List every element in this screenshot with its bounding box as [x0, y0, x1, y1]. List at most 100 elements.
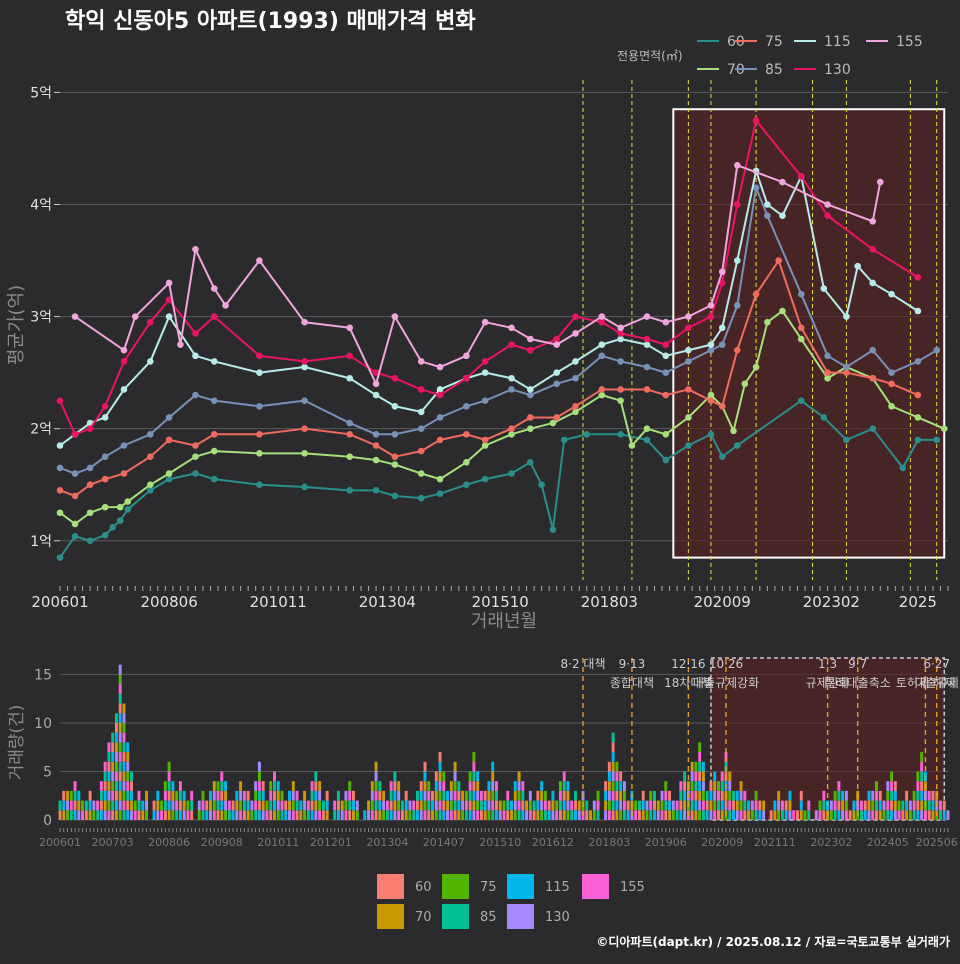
volume-bar-75 [607, 800, 611, 811]
series-point-75 [843, 369, 850, 376]
series-point-155 [733, 161, 741, 169]
series-point-130 [463, 374, 470, 382]
volume-bar-85 [464, 810, 468, 820]
volume-bar-70 [562, 810, 566, 820]
volume-bar-60 [799, 790, 803, 801]
volume-bar-75 [728, 790, 732, 801]
volume-bar-60 [314, 781, 318, 791]
series-point-130 [598, 318, 606, 326]
series-point-155 [256, 257, 263, 264]
volume-bar-115 [126, 810, 130, 820]
volume-bar-70 [288, 800, 291, 811]
volume-bar-115 [468, 810, 472, 820]
series-point-155 [131, 313, 139, 320]
volume-bar-75 [634, 800, 638, 811]
series-point-115 [165, 313, 173, 320]
volume-bar-85 [479, 800, 483, 811]
bar-x-tick-label: 200601 [39, 836, 81, 849]
series-point-75 [417, 447, 425, 455]
series-point-60 [147, 487, 154, 494]
volume-bar-85 [442, 790, 446, 801]
series-point-155 [463, 352, 470, 360]
volume-bar-85 [378, 781, 382, 791]
volume-bar-70 [171, 790, 175, 801]
volume-bar-130 [645, 800, 649, 811]
series-point-75 [617, 386, 624, 393]
volume-bar-60 [348, 810, 352, 820]
volume-bar-60 [901, 810, 905, 820]
volume-bar-85 [280, 810, 284, 820]
volume-bar-130 [551, 810, 555, 820]
volume-bar-75 [118, 810, 122, 820]
volume-bar-70 [397, 781, 401, 791]
series-point-70 [346, 453, 354, 461]
volume-bar-85 [137, 800, 141, 811]
volume-bar-115 [231, 810, 235, 820]
volume-bar-115 [103, 790, 107, 801]
volume-bar-115 [310, 810, 314, 820]
volume-bar-155 [397, 810, 401, 820]
volume-bar-60 [336, 800, 340, 811]
series-point-85 [436, 414, 444, 421]
volume-bar-115 [773, 800, 777, 811]
volume-bar-70 [611, 761, 615, 772]
volume-bar-70 [367, 800, 371, 811]
volume-bar-130 [250, 800, 254, 811]
volume-bar-85 [269, 800, 273, 811]
volume-bar-60 [472, 781, 476, 791]
series-point-85 [527, 391, 534, 399]
volume-bar-60 [611, 742, 615, 753]
volume-bar-130 [607, 790, 611, 801]
series-point-85 [869, 346, 877, 354]
x-axis-label: 거래년월 [471, 611, 537, 632]
series-point-85 [147, 430, 154, 438]
volume-bar-115 [619, 781, 623, 791]
volume-bar-85 [295, 800, 299, 811]
volume-bar-75 [461, 810, 465, 820]
volume-bar-60 [457, 790, 461, 801]
series-point-60 [210, 475, 218, 483]
volume-bar-155 [273, 771, 276, 782]
volume-bar-130 [145, 800, 149, 811]
volume-bar-85 [780, 810, 784, 820]
volume-bar-60 [62, 790, 66, 801]
series-point-85 [662, 369, 670, 376]
bar-x-tick-label: 200806 [148, 836, 190, 849]
volume-bar-75 [197, 810, 201, 820]
volume-bar-70 [893, 800, 897, 811]
series-point-85 [933, 346, 941, 354]
volume-bar-115 [378, 800, 382, 811]
series-point-75 [86, 481, 94, 489]
annotation-label: 12·16 [671, 657, 705, 671]
series-point-75 [572, 402, 579, 410]
volume-bar-130 [683, 810, 687, 820]
volume-bar-130 [671, 800, 675, 811]
volume-bar-115 [182, 790, 186, 801]
volume-bar-85 [927, 800, 931, 811]
volume-bar-75 [487, 810, 491, 820]
volume-bar-60 [374, 810, 378, 820]
legend-label-155: 155 [896, 34, 923, 50]
series-point-85 [56, 464, 64, 472]
volume-bar-155 [611, 790, 615, 801]
volume-bar-70 [393, 800, 397, 811]
volume-bar-60 [574, 800, 577, 811]
series-point-115 [391, 402, 399, 410]
series-point-70 [662, 430, 670, 438]
volume-bar-85 [649, 810, 653, 820]
volume-bar-115 [867, 790, 871, 801]
volume-bar-115 [284, 810, 288, 820]
series-point-115 [843, 313, 850, 320]
volume-bar-130 [212, 790, 216, 801]
series-point-115 [617, 335, 624, 343]
volume-bar-70 [449, 781, 453, 791]
bar-x-tick-label: 201510 [479, 836, 521, 849]
volume-bar-60 [536, 790, 540, 801]
series-point-155 [222, 302, 229, 309]
volume-bar-70 [325, 810, 329, 820]
volume-bar-75 [517, 790, 521, 801]
volume-bar-115 [604, 790, 608, 801]
volume-bar-70 [709, 800, 713, 811]
volume-bar-60 [679, 800, 683, 811]
